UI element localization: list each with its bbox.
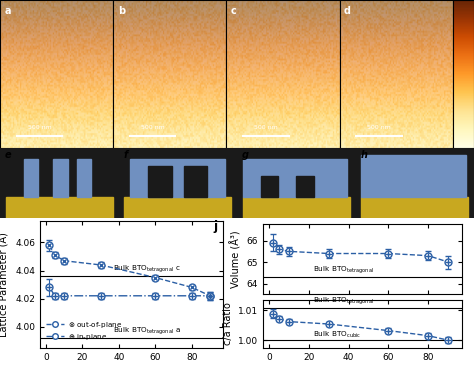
Bar [53, 159, 68, 197]
Bar [296, 176, 314, 197]
Text: d: d [344, 6, 351, 16]
Y-axis label: Volume (Å³): Volume (Å³) [230, 230, 241, 288]
Text: e: e [5, 150, 11, 160]
Text: 500 nm: 500 nm [28, 126, 52, 130]
Text: Bulk BTO$_{\rm tetragonal}$ a: Bulk BTO$_{\rm tetragonal}$ a [113, 325, 181, 337]
Bar [261, 176, 278, 197]
Text: b: b [118, 6, 125, 16]
Text: h: h [360, 150, 367, 160]
Bar [77, 159, 91, 197]
Bar [184, 165, 207, 197]
Text: 500 nm: 500 nm [254, 126, 278, 130]
Y-axis label: c/a Ratio: c/a Ratio [222, 302, 233, 345]
Text: Bulk BTO$_{\rm tetragonal}$ c: Bulk BTO$_{\rm tetragonal}$ c [113, 264, 181, 275]
Bar [6, 197, 113, 218]
Text: Bulk BTO$_{\rm cubic}$: Bulk BTO$_{\rm cubic}$ [313, 329, 361, 340]
Text: 500 nm: 500 nm [367, 126, 391, 130]
Text: f: f [123, 150, 128, 160]
Text: g: g [242, 150, 249, 160]
Legend: $\otimes$ out-of-plane, $\oplus$ in-plane: $\otimes$ out-of-plane, $\oplus$ in-plan… [44, 318, 124, 344]
Bar [148, 165, 172, 197]
Bar [361, 197, 468, 218]
Bar [243, 197, 350, 218]
Bar [124, 197, 231, 218]
Bar [361, 155, 465, 197]
Text: Bulk BTO$_{\rm tetragonal}$: Bulk BTO$_{\rm tetragonal}$ [313, 295, 374, 307]
Text: j: j [213, 220, 218, 233]
Bar [130, 159, 225, 197]
Text: c: c [231, 6, 237, 16]
Bar [243, 159, 347, 197]
Y-axis label: Lattice Parameter (Å): Lattice Parameter (Å) [0, 232, 10, 337]
Text: a: a [5, 6, 11, 16]
Text: 500 nm: 500 nm [141, 126, 164, 130]
Text: Bulk BTO$_{\rm tetragonal}$: Bulk BTO$_{\rm tetragonal}$ [313, 265, 374, 276]
Bar [24, 159, 38, 197]
